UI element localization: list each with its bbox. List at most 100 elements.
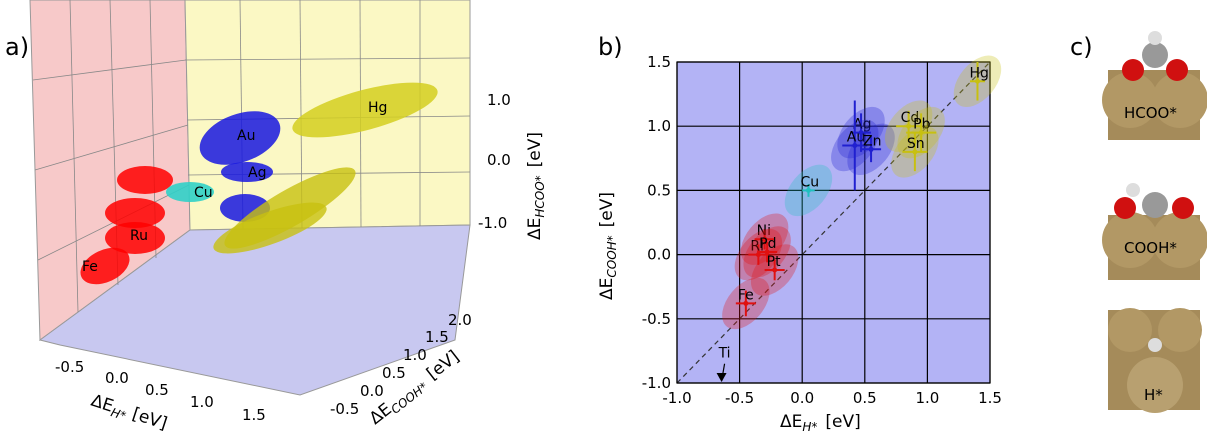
annotation-arrowhead <box>716 373 727 382</box>
point-label: Cu <box>800 174 819 190</box>
z-label: ΔE <box>525 218 545 240</box>
point <box>868 146 874 152</box>
x-unit: [eV] <box>130 404 170 434</box>
x-tick-label: 0.0 <box>790 389 814 407</box>
point-label: Rh <box>750 239 769 255</box>
panel-label: c) <box>1070 33 1093 61</box>
y-tick-label: 1.0 <box>647 117 671 135</box>
element-label: Hg <box>368 100 387 116</box>
x-tick-label: -1.0 <box>662 389 691 407</box>
x-tick-label: 1.0 <box>915 389 939 407</box>
y-tick-label: 0.5 <box>382 364 406 382</box>
structure-h: H* <box>1108 308 1202 413</box>
structure-hcoo: HCOO* <box>1102 31 1207 140</box>
point <box>764 249 770 255</box>
point-label: Pb <box>913 117 930 133</box>
atom <box>1166 59 1188 81</box>
point <box>906 123 912 129</box>
y-tick-label: 0.5 <box>647 181 671 199</box>
x-ticks: -0.5 0.0 0.5 1.0 1.5 <box>55 358 266 424</box>
atom <box>1148 31 1162 45</box>
ellipse <box>80 247 130 285</box>
atom <box>1114 197 1136 219</box>
ellipses <box>80 82 438 285</box>
ellipse <box>213 202 327 254</box>
y-tick-label: 1.5 <box>647 53 671 71</box>
point <box>912 149 918 155</box>
x-label-sub: H* <box>109 405 128 423</box>
atom <box>1172 197 1194 219</box>
y-label-sub: COOH* <box>388 380 430 417</box>
ellipse <box>199 111 281 165</box>
point-label: Cd <box>901 110 920 126</box>
panel-a: a) Au Ag Cu Hg Ru Fe 1.0 0.0 -1.0 ΔEHCOO… <box>5 0 547 434</box>
atom <box>1148 338 1162 352</box>
point <box>858 130 864 136</box>
x-tick-label: -0.5 <box>725 389 754 407</box>
x-axis-label: ΔEH* [eV] <box>780 412 861 434</box>
z-ticks: 1.0 0.0 -1.0 <box>478 91 511 232</box>
point <box>772 267 778 273</box>
ellipse <box>221 162 273 182</box>
x-tick-label: -0.5 <box>55 358 84 376</box>
z-unit: [eV] <box>525 132 545 167</box>
point-label: Zn <box>863 133 881 149</box>
plot-frame <box>676 61 991 384</box>
element-label: Fe <box>82 259 98 275</box>
y-tick-label: 0.0 <box>360 382 384 400</box>
y-ticks: 2.0 1.5 1.0 0.5 0.0 -0.5 <box>330 311 472 418</box>
z-tick-label: -1.0 <box>478 214 507 232</box>
point <box>805 187 811 193</box>
x-tick-label: 0.0 <box>105 369 129 387</box>
atom <box>1108 308 1152 352</box>
atom <box>1127 357 1183 413</box>
x-unit: [eV] <box>825 412 860 432</box>
point-label: Fe <box>738 287 754 303</box>
point <box>755 252 761 258</box>
x-tick-label: 1.5 <box>978 389 1002 407</box>
floor <box>38 224 471 396</box>
y-tick-label: 0.0 <box>647 246 671 264</box>
atom <box>1152 212 1207 268</box>
ellipse <box>166 182 214 202</box>
structure-label: HCOO* <box>1124 104 1177 122</box>
ellipse <box>292 82 438 138</box>
ellipse <box>105 222 165 254</box>
x-label-sub: H* <box>802 420 817 434</box>
structure-label: COOH* <box>1124 239 1177 257</box>
z-tick-label: 0.0 <box>487 151 511 169</box>
atom <box>1152 72 1207 128</box>
annotation: Ti <box>718 346 731 362</box>
atom <box>1126 183 1140 197</box>
x-tick-label: 1.0 <box>190 393 214 411</box>
point <box>974 78 980 84</box>
y-unit: [eV] <box>597 192 617 227</box>
z-axis-label: ΔEHCOO* [eV] <box>525 132 547 240</box>
y-tick-label: 2.0 <box>448 311 472 329</box>
panel-label: b) <box>598 33 623 61</box>
y-unit: [eV] <box>423 347 463 385</box>
panel-c: c) HCOO* COOH* H* <box>1070 31 1207 413</box>
x-tick-label: 0.5 <box>853 389 877 407</box>
y-axis-label: ΔECOOH* [eV] <box>597 192 619 300</box>
structure-cooh: COOH* <box>1102 183 1207 280</box>
ellipse <box>117 166 173 194</box>
point-label: Pd <box>759 236 776 252</box>
y-tick-label: -1.0 <box>642 374 671 392</box>
element-label: Cu <box>194 185 213 201</box>
point-label: Ag <box>853 117 871 133</box>
structure-label: H* <box>1144 386 1163 404</box>
ellipse <box>105 198 165 228</box>
y-tick-label: 1.0 <box>403 346 427 364</box>
atom <box>1158 308 1202 352</box>
atom <box>1142 192 1168 218</box>
atom <box>1122 59 1144 81</box>
point <box>743 300 749 306</box>
point-label: Hg <box>969 65 988 81</box>
y-label: ΔE <box>597 278 617 300</box>
atom <box>1102 72 1158 128</box>
x-tick-label: 0.5 <box>145 381 169 399</box>
point <box>918 130 924 136</box>
